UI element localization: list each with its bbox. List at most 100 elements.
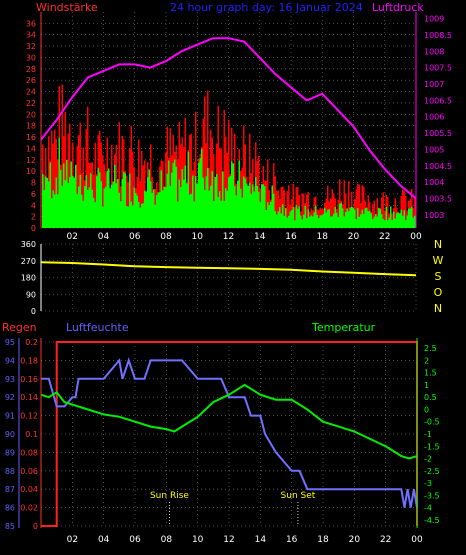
wind-mean-bar — [378, 207, 380, 228]
hour-ticks: 02 04 06 08 10 12 14 16 18 20 22 00 — [67, 232, 422, 242]
wind-gust-bar — [361, 185, 363, 228]
hour-tick-label: 18 — [317, 232, 329, 242]
wind-mean-bar — [213, 201, 215, 228]
wind-mean-bar — [253, 191, 255, 228]
wind-tick-label: 34 — [26, 31, 36, 40]
wind-mean-bar — [61, 185, 63, 228]
hour-tick-label: 00 — [411, 535, 423, 545]
wind-gust-bar — [220, 149, 222, 228]
pressure-tick-label: 1008.5 — [424, 31, 452, 40]
wind-mean-bar — [273, 193, 275, 228]
compass-label: W — [433, 254, 444, 267]
wind-mean-bar — [81, 194, 83, 228]
wind-mean-bar — [201, 148, 203, 228]
wind-tick-label: 14 — [26, 144, 36, 153]
wind-mean-bar — [387, 220, 389, 228]
wind-gust-bar — [402, 189, 404, 228]
wind-mean-bar — [99, 172, 101, 228]
wind-mean-bar — [138, 201, 140, 228]
wind-tick-label: 18 — [26, 122, 36, 131]
hour-tick-label: 04 — [98, 232, 110, 242]
wind-mean-bar — [295, 205, 297, 228]
humidity-line — [41, 357, 418, 508]
wind-gust-bar — [64, 111, 66, 228]
wind-mean-bar — [166, 173, 168, 228]
wind-gust-bar — [61, 84, 63, 228]
hour-tick-label: 12 — [223, 535, 234, 545]
wind-axis-title: Windstärke — [36, 1, 98, 14]
wind-mean-bar — [58, 137, 60, 228]
wind-mean-bar — [109, 188, 111, 228]
wind-mean-bar — [141, 204, 143, 228]
temperature-tick-label: 0 — [424, 405, 429, 414]
wind-gust-bar — [303, 193, 305, 228]
wind-mean-bar — [249, 182, 251, 228]
wind-mean-bar — [142, 203, 144, 228]
wind-mean-bar — [43, 189, 45, 228]
wind-gust-bar — [345, 193, 347, 228]
wind-gust-bar — [54, 129, 56, 228]
wind-mean-bar — [312, 216, 314, 228]
wind-mean-bar — [87, 190, 89, 228]
wind-gust-bar — [358, 184, 360, 228]
wind-mean-bar — [235, 195, 237, 228]
wind-mean-bar — [127, 206, 129, 228]
wind-gust-bar — [141, 150, 143, 228]
pressure-tick-label: 1006.5 — [424, 96, 452, 105]
wind-mean-bar — [130, 201, 132, 228]
temperature-tick-label: 2 — [424, 356, 429, 365]
wind-gust-bar — [373, 200, 375, 228]
wind-mean-bar — [361, 209, 363, 228]
wind-mean-bar — [205, 176, 207, 228]
wind-mean-bar — [376, 216, 378, 228]
hour-tick-label: 00 — [410, 232, 422, 242]
wind-mean-bar — [243, 176, 245, 228]
wind-gust-bar — [414, 196, 416, 228]
wind-gust-bar — [127, 182, 129, 228]
wind-mean-bar — [115, 183, 117, 228]
wind-mean-bar — [91, 189, 93, 228]
wind-gust-bar — [394, 198, 396, 228]
wind-mean-bar — [156, 195, 158, 228]
wind-gust-bar — [306, 194, 308, 228]
wind-mean-bar — [256, 185, 258, 228]
temperature-line — [40, 383, 418, 460]
wind-gust-bar — [189, 135, 191, 228]
wind-mean-bar — [291, 210, 293, 228]
pressure-axis-title: Luftdruck — [372, 1, 424, 14]
wind-gust-bar — [69, 123, 71, 228]
hour-tick-label: 04 — [98, 535, 110, 545]
wind-mean-bar — [66, 159, 68, 228]
wind-gust-bar — [51, 130, 53, 228]
temperature-tick-label: -1.5 — [424, 442, 440, 451]
wind-gust-bar — [330, 198, 332, 228]
wind-mean-bar — [85, 175, 87, 228]
wind-mean-bar — [313, 212, 315, 228]
wind-gust-bar — [280, 187, 282, 228]
wind-tick-label: 4 — [31, 201, 36, 210]
wind-tick-label: 26 — [26, 76, 36, 85]
rain-tick-label: 0.1 — [25, 430, 38, 439]
wind-tick-label: 16 — [26, 133, 36, 142]
wind-mean-bar — [217, 197, 219, 228]
wind-mean-bar — [282, 204, 284, 228]
wind-tick-label: 2 — [31, 213, 36, 222]
wind-mean-bar — [70, 161, 72, 228]
wind-mean-bar — [363, 213, 365, 228]
wind-tick-label: 22 — [26, 99, 36, 108]
wind-gust-bar — [331, 188, 333, 228]
temperature-axis-title: Temperatur — [311, 321, 376, 334]
hour-tick-label: 12 — [223, 232, 234, 242]
pressure-tick-label: 1003.5 — [424, 195, 452, 204]
wind-gust-bar — [178, 121, 180, 228]
wind-mean-bar — [267, 202, 269, 228]
temperature-tick-label: -2 — [424, 455, 432, 464]
wind-mean-bar — [310, 215, 312, 228]
wind-mean-bar — [292, 206, 294, 228]
wind-gust-bar — [82, 147, 84, 228]
wind-mean-bar — [195, 176, 197, 228]
wind-mean-bar — [246, 183, 248, 228]
rain-tick-label: 0 — [33, 522, 38, 531]
temperature-tick-label: -3 — [424, 479, 432, 488]
